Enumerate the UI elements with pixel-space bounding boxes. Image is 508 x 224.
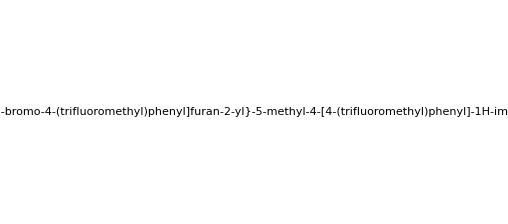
Text: 2-{5-[3-bromo-4-(trifluoromethyl)phenyl]furan-2-yl}-5-methyl-4-[4-(trifluorometh: 2-{5-[3-bromo-4-(trifluoromethyl)phenyl]… [0, 107, 508, 117]
